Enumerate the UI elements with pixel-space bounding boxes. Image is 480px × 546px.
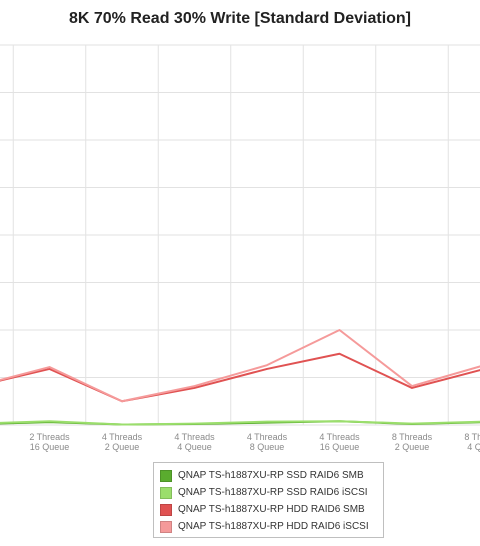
legend-swatch <box>160 486 172 499</box>
legend-item[interactable]: QNAP TS-h1887XU-RP HDD RAID6 iSCSI <box>160 518 377 535</box>
legend-label: QNAP TS-h1887XU-RP SSD RAID6 iSCSI <box>178 487 368 498</box>
legend-label: QNAP TS-h1887XU-RP HDD RAID6 SMB <box>178 504 365 515</box>
x-tick-label: 2 Threads 16 Queue <box>29 432 70 452</box>
x-tick-label: 8 Threads 2 Queue <box>392 432 433 452</box>
legend: QNAP TS-h1887XU-RP SSD RAID6 SMB QNAP TS-… <box>153 462 384 538</box>
series-line-4 <box>0 329 480 403</box>
legend-label: QNAP TS-h1887XU-RP SSD RAID6 SMB <box>178 470 364 481</box>
legend-item[interactable]: QNAP TS-h1887XU-RP SSD RAID6 iSCSI <box>160 484 377 501</box>
legend-swatch <box>160 469 172 482</box>
x-tick-label: 4 Threads 16 Queue <box>319 432 360 452</box>
x-tick-label: 4 Threads 4 Queue <box>174 432 215 452</box>
x-tick-label: 4 Threads 2 Queue <box>102 432 143 452</box>
chart-title: 8K 70% Read 30% Write [Standard Deviatio… <box>68 10 412 27</box>
legend-item[interactable]: QNAP TS-h1887XU-RP SSD RAID6 SMB <box>160 467 377 484</box>
legend-swatch <box>160 503 172 516</box>
series-line-2 <box>0 420 480 426</box>
x-tick-label: 4 Threads 8 Queue <box>247 432 288 452</box>
series-line-3 <box>0 352 480 403</box>
legend-swatch <box>160 520 172 533</box>
legend-item[interactable]: QNAP TS-h1887XU-RP HDD RAID6 SMB <box>160 501 377 518</box>
legend-label: QNAP TS-h1887XU-RP HDD RAID6 iSCSI <box>178 521 369 532</box>
